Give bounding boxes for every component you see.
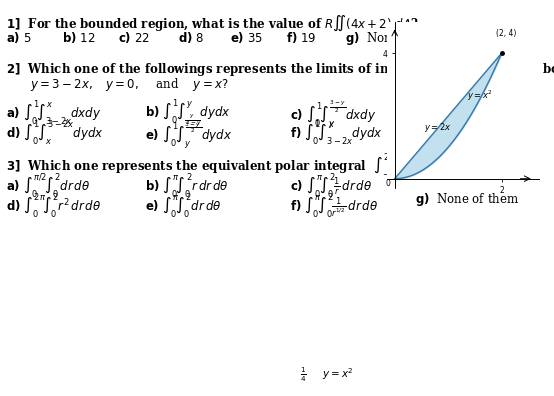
Text: $\mathbf{a)}\ \int_0^{\pi/2}\!\int_0^{2} dr\,d\theta$: $\mathbf{a)}\ \int_0^{\pi/2}\!\int_0^{2}… — [6, 171, 90, 200]
Text: $\mathbf{b)}\ \int_0^{\pi}\!\int_0^{2} r\,dr\,d\theta$: $\mathbf{b)}\ \int_0^{\pi}\!\int_0^{2} r… — [145, 171, 229, 200]
Text: $\mathbf{f)}\ \int_0^1\!\int_{3-2x}^{x} dydx$: $\mathbf{f)}\ \int_0^1\!\int_{3-2x}^{x} … — [290, 118, 383, 147]
Text: $\mathbf{e)}\ 35$: $\mathbf{e)}\ 35$ — [230, 30, 263, 45]
Text: $\mathbf{b)}\ \int_0^1\!\int_{\frac{y}{3-y}}^{y} dydx$: $\mathbf{b)}\ \int_0^1\!\int_{\frac{y}{3… — [145, 98, 230, 130]
Text: $\mathbf{f)}\ \int_0^{\pi}\!\int_0^{2}\!\frac{1}{r^{1/2}}\,dr\,d\theta$: $\mathbf{f)}\ \int_0^{\pi}\!\int_0^{2}\!… — [290, 191, 378, 220]
Text: $\mathbf{a)}\ \int_0^1\!\int_{3-2x}^{x} dxdy$: $\mathbf{a)}\ \int_0^1\!\int_{3-2x}^{x} … — [6, 98, 101, 127]
Text: $\mathbf{c)}\ \int_0^1\!\int_{y}^{\frac{3-y}{2}} dxdy$: $\mathbf{c)}\ \int_0^1\!\int_{y}^{\frac{… — [290, 98, 376, 131]
Text: $\mathbf{f)}\ 19$: $\mathbf{f)}\ 19$ — [286, 30, 316, 45]
Text: $\mathbf{3]}$  Which one represents the equivalent polar integral  $\int_{-2}^{2: $\mathbf{3]}$ Which one represents the e… — [6, 148, 535, 186]
Text: $y=x^2$: $y=x^2$ — [467, 88, 493, 103]
Text: $\mathbf{g)}$  None of them: $\mathbf{g)}$ None of them — [415, 118, 519, 135]
Text: (2, 4): (2, 4) — [496, 29, 517, 38]
Text: $\mathbf{b)}\ 12$: $\mathbf{b)}\ 12$ — [62, 30, 95, 45]
Text: $\mathbf{e)}\ \int_0^1\!\int_{y}^{\frac{3-y}{2}} dydx$: $\mathbf{e)}\ \int_0^1\!\int_{y}^{\frac{… — [145, 118, 232, 150]
Text: $\frac{1}{4}$     $y=x^2$: $\frac{1}{4}$ $y=x^2$ — [300, 366, 354, 385]
Text: $\mathbf{1]}$  For the bounded region, what is the value of $R\iint (4x+2)\ dA$?: $\mathbf{1]}$ For the bounded region, wh… — [6, 14, 419, 33]
Text: $y = 3-2x,\quad y=0,\quad$ and $\quad y=x?$: $y = 3-2x,\quad y=0,\quad$ and $\quad y=… — [30, 76, 228, 93]
Text: $\mathbf{c)}\ \int_0^{\pi}\!\int_0^{2}\!\frac{1}{r}\,dr\,d\theta$: $\mathbf{c)}\ \int_0^{\pi}\!\int_0^{2}\!… — [290, 171, 372, 200]
Text: $\mathbf{d)}\ 8$: $\mathbf{d)}\ 8$ — [178, 30, 204, 45]
Text: $y=2x$: $y=2x$ — [424, 121, 452, 134]
Text: $\mathbf{g)}$  None of them: $\mathbf{g)}$ None of them — [345, 30, 449, 47]
Text: $\mathbf{e)}\ \int_0^{\pi}\!\int_0^{2} dr\,d\theta$: $\mathbf{e)}\ \int_0^{\pi}\!\int_0^{2} d… — [145, 191, 222, 220]
Text: $\mathbf{c)}\ 22$: $\mathbf{c)}\ 22$ — [118, 30, 150, 45]
Text: 0: 0 — [386, 179, 391, 188]
Text: $\mathbf{d)}\ \int_0^{2\pi}\!\int_0^{2} r^2\,dr\,d\theta$: $\mathbf{d)}\ \int_0^{2\pi}\!\int_0^{2} … — [6, 191, 101, 220]
Text: $\mathbf{a)}\ 5$: $\mathbf{a)}\ 5$ — [6, 30, 32, 45]
Text: $\mathbf{d)}\ \int_0^1\!\int_{x}^{3-2x} dydx$: $\mathbf{d)}\ \int_0^1\!\int_{x}^{3-2x} … — [6, 118, 104, 147]
Text: $\mathbf{g)}$  None of them: $\mathbf{g)}$ None of them — [415, 191, 519, 208]
Text: $\mathbf{2]}$  Which one of the followings represents the limits of integration : $\mathbf{2]}$ Which one of the following… — [6, 61, 554, 78]
